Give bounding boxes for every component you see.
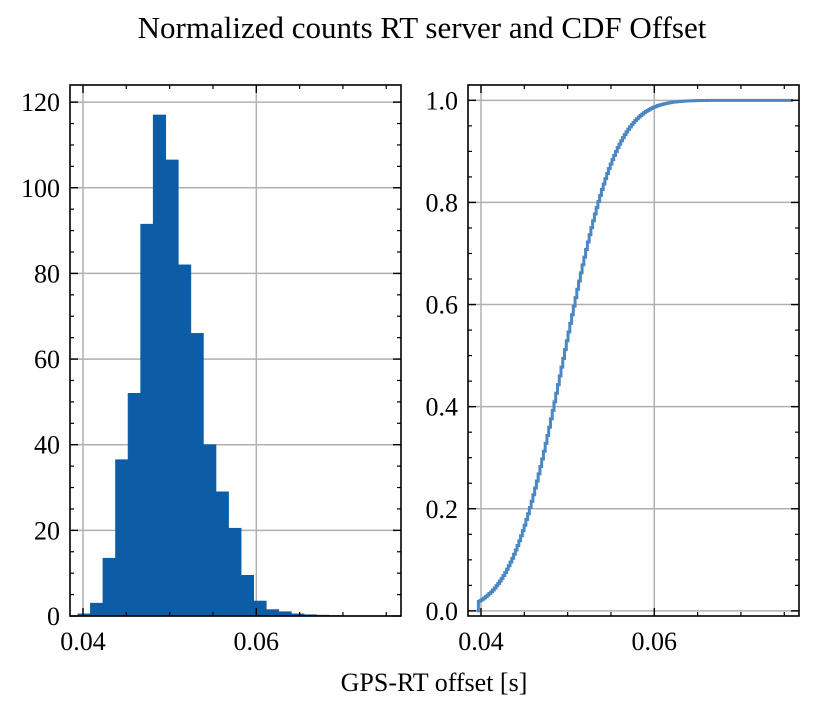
y-tick-label: 0.0 [426,597,459,626]
histogram-bar [178,264,192,617]
y-tick-label: 1.0 [426,86,459,115]
histogram-bar [228,527,242,617]
histogram-bar [265,609,280,617]
histogram-panel: 0.04 0.06 0 20 40 60 80 100 120 [21,84,402,656]
histogram-bar [127,393,141,617]
histogram-bar [240,575,254,617]
x-axis-label: GPS-RT offset [s] [341,668,528,697]
x-tick-label: 0.04 [458,627,504,656]
y-tick-label: 80 [34,259,60,288]
histogram-bar [140,223,154,617]
histogram-bar [152,114,167,617]
x-tick-label: 0.06 [234,627,280,656]
histogram-bar [90,602,104,617]
histogram-bar [115,459,129,617]
y-tick-label: 20 [34,516,60,545]
y-tick-label: 0 [47,602,60,631]
histogram-ticks: 0.04 0.06 0 20 40 60 80 100 120 [21,85,401,656]
y-tick-label: 60 [34,345,60,374]
cdf-panel: 0.04 0.06 0.0 0.2 0.4 0.6 0.8 1.0 [426,84,800,656]
figure-title: Normalized counts RT server and CDF Offs… [138,10,707,45]
y-tick-label: 0.4 [426,393,459,422]
cdf-ticks: 0.04 0.06 0.0 0.2 0.4 0.6 0.8 1.0 [426,85,799,656]
histogram-frame [69,84,402,617]
y-tick-label: 100 [21,174,60,203]
y-tick-label: 0.2 [426,495,459,524]
y-tick-label: 0.8 [426,188,459,217]
histogram-bar [190,333,204,617]
histogram-bars [77,114,342,617]
histogram-bar [203,444,217,617]
histogram-bar [253,600,267,617]
x-tick-label: 0.04 [60,627,106,656]
y-tick-label: 0.6 [426,291,459,320]
x-tick-label: 0.06 [632,627,678,656]
cdf-grid [468,85,799,616]
y-tick-label: 40 [34,431,60,460]
histogram-bar [102,557,116,617]
histogram-bar [215,491,229,617]
cdf-frame [467,84,800,617]
histogram-bar [165,159,179,617]
y-tick-label: 120 [21,88,60,117]
cdf-step-line [476,98,793,613]
